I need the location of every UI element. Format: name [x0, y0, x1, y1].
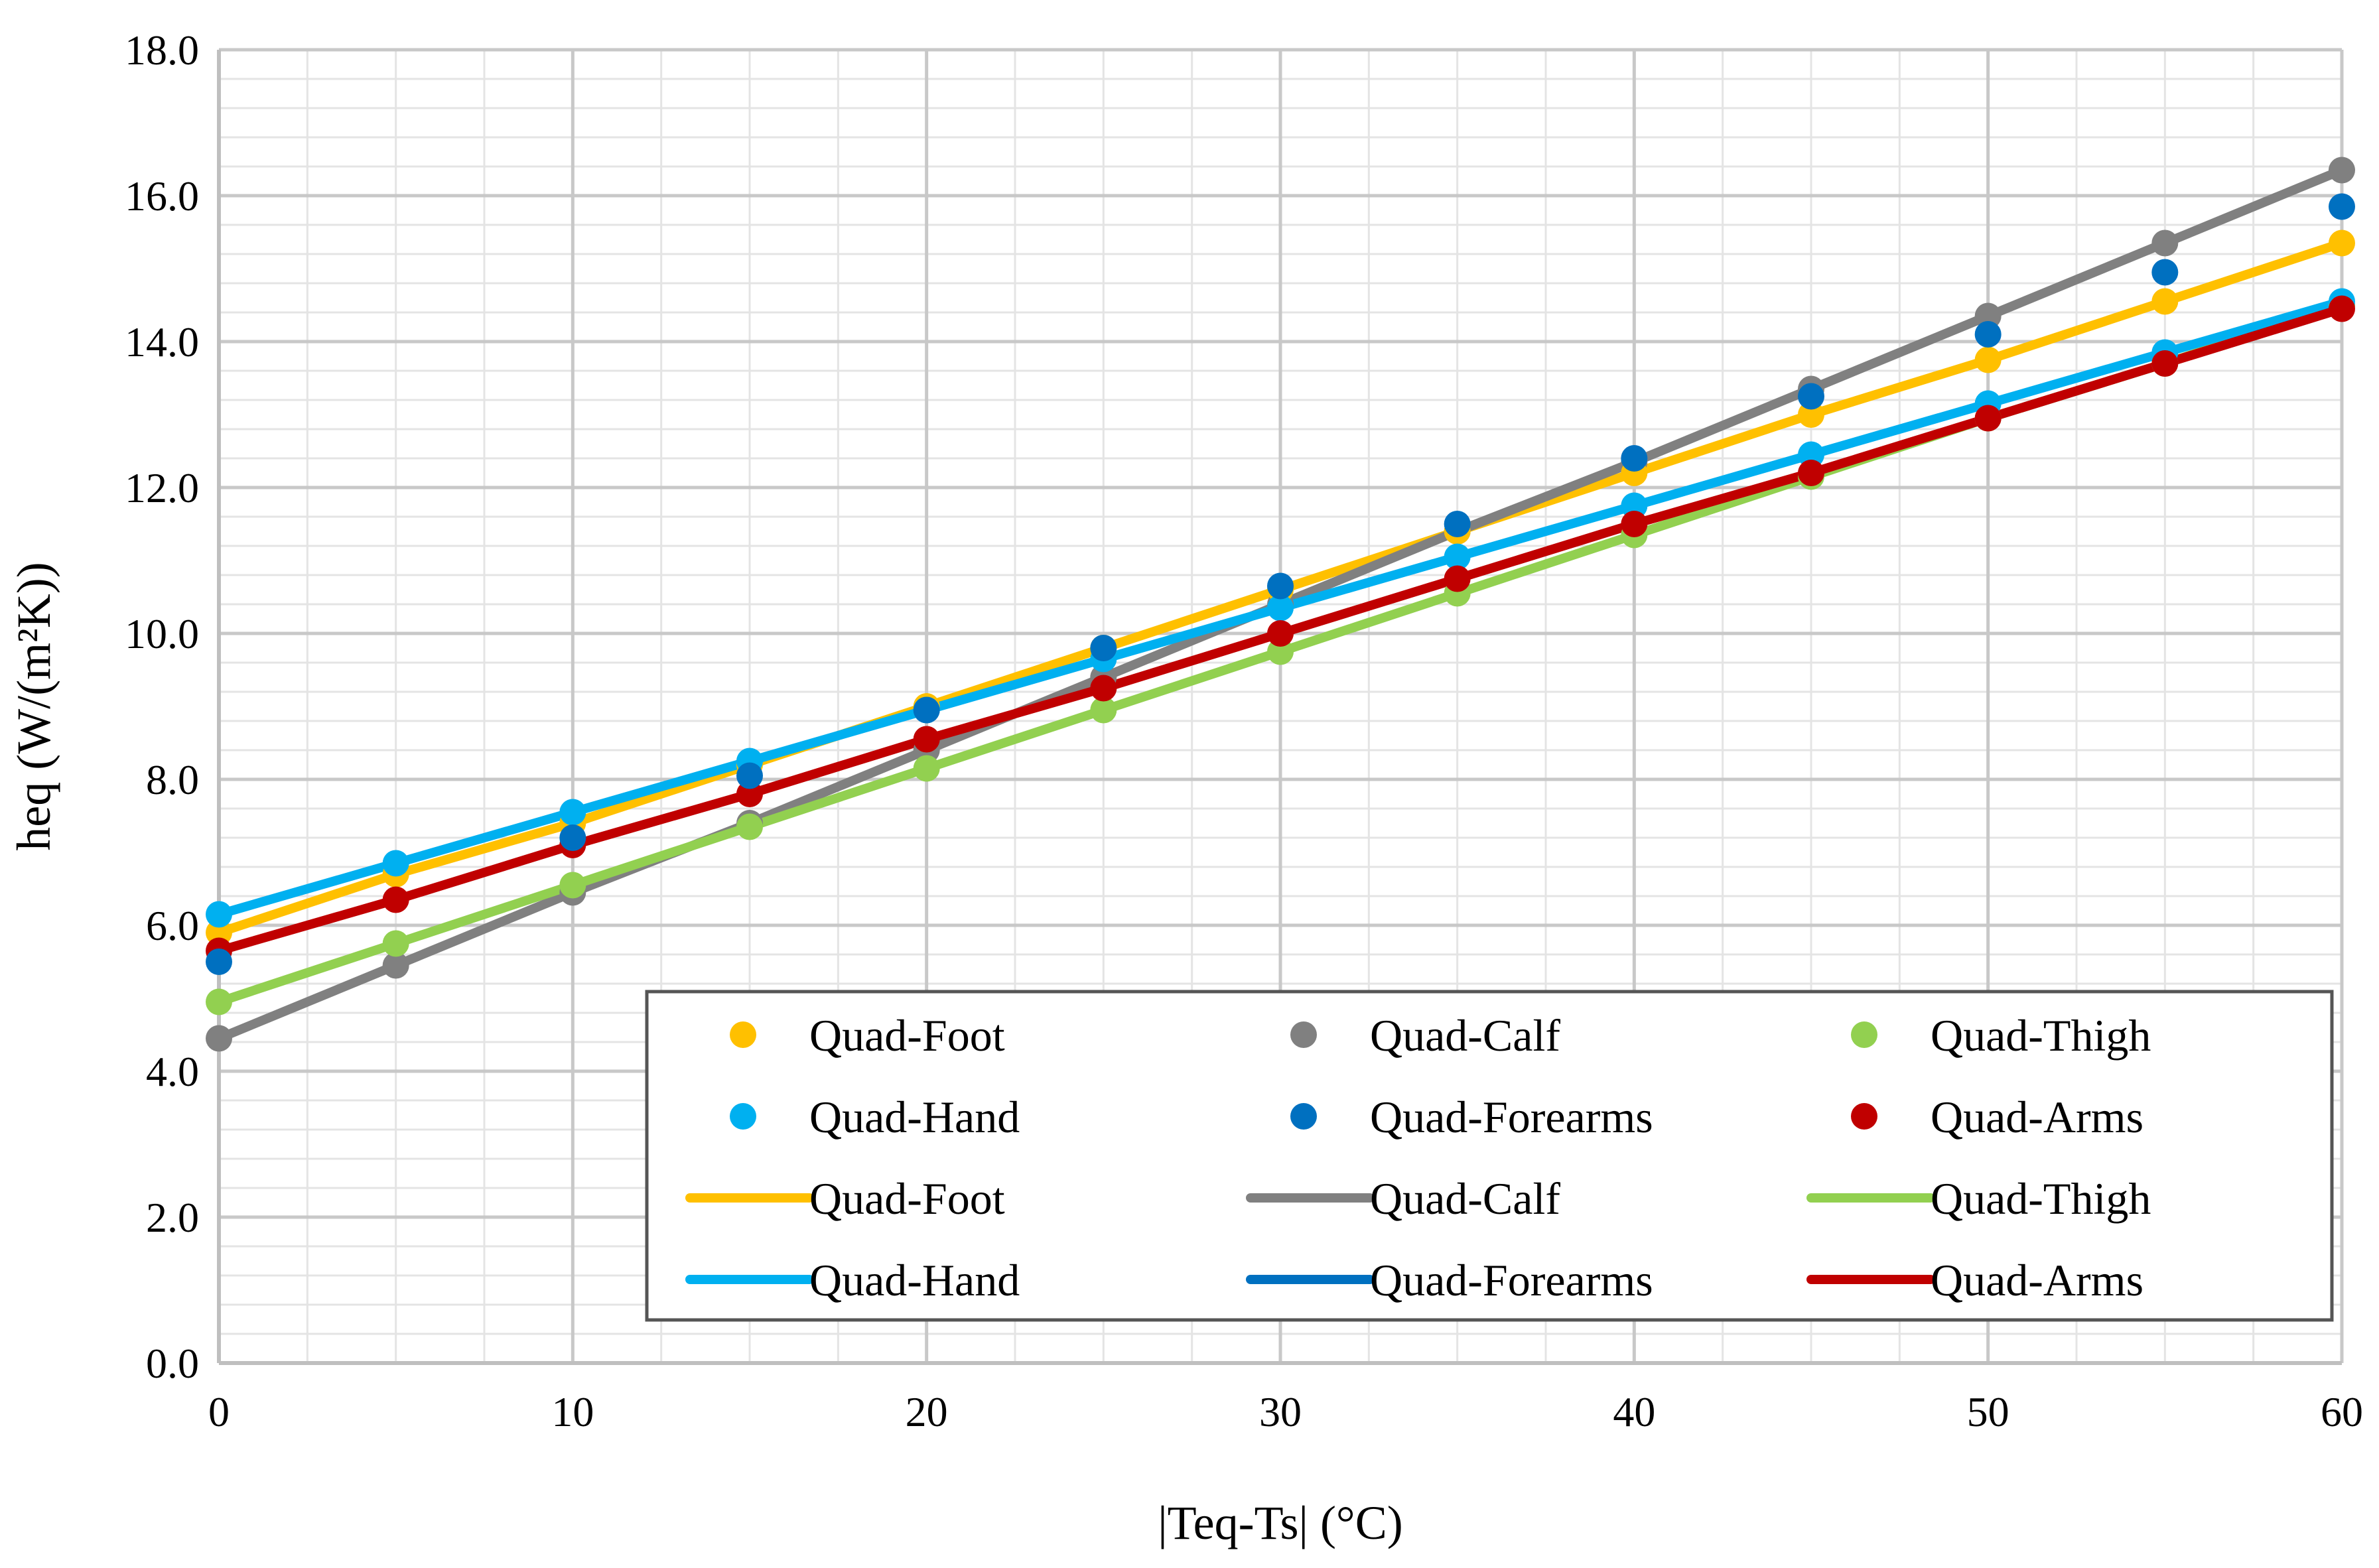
tick-labels: 0 10 20 30 40 50 60 0.0 2.0 4.0 6.0 8.0 10.0 12.0 14.0… [125, 27, 2363, 1435]
data-point-quad-thigh [736, 813, 763, 840]
data-point-quad-forearms [1090, 635, 1117, 661]
data-point-quad-hand [559, 799, 586, 826]
legend-marker-quad-thigh [1851, 1021, 1877, 1048]
data-point-quad-forearms [1267, 572, 1294, 600]
x-tick-label: 20 [906, 1388, 948, 1435]
data-point-quad-calf [1974, 302, 2002, 330]
legend-label: Quad-Thigh [1931, 1010, 2151, 1061]
data-point-quad-foot [1974, 346, 2002, 373]
data-point-quad-thigh [559, 872, 586, 899]
data-point-quad-calf [382, 952, 409, 979]
data-point-quad-forearms [2151, 259, 2179, 286]
y-tick-label: 14.0 [125, 318, 199, 365]
series-points [206, 157, 2355, 1052]
legend-marker-quad-calf [1290, 1021, 1317, 1048]
data-point-quad-forearms [736, 762, 763, 789]
legend-label: Quad-Forearms [1370, 1092, 1653, 1142]
data-point-quad-forearms [913, 696, 940, 724]
data-point-quad-calf [206, 1025, 232, 1052]
data-point-quad-arms [1444, 565, 1471, 592]
y-tick-label: 4.0 [146, 1048, 199, 1095]
legend-label: Quad-Calf [1370, 1173, 1560, 1224]
data-point-quad-hand [1798, 441, 1824, 468]
legend: Quad-Foot Quad-Calf Quad-Thigh Quad-Hand Qua… [645, 990, 2334, 1322]
data-point-quad-hand [206, 901, 232, 928]
data-point-quad-hand [1621, 492, 1648, 519]
data-point-quad-arms [2329, 295, 2355, 322]
legend-label: Quad-Arms [1931, 1255, 2143, 1305]
legend-marker-quad-arms [1851, 1103, 1877, 1130]
data-point-quad-thigh [382, 930, 409, 957]
data-point-quad-thigh [206, 988, 232, 1015]
data-point-quad-arms [1798, 460, 1824, 486]
x-tick-label: 30 [1259, 1388, 1302, 1435]
legend-label: Quad-Foot [809, 1173, 1005, 1224]
data-point-quad-arms [736, 781, 763, 807]
data-point-quad-thigh [913, 755, 940, 782]
data-point-quad-forearms [1621, 445, 1648, 472]
data-point-quad-hand [1444, 543, 1471, 570]
legend-label: Quad-Thigh [1931, 1173, 2151, 1224]
data-point-quad-forearms [2329, 193, 2355, 220]
y-tick-label: 10.0 [125, 610, 199, 657]
data-point-quad-thigh [1267, 638, 1294, 665]
data-point-quad-arms [2151, 350, 2179, 377]
legend-label: Quad-Calf [1370, 1010, 1560, 1061]
data-point-quad-arms [1974, 405, 2002, 432]
data-point-quad-foot [206, 919, 232, 946]
y-tick-label: 12.0 [125, 464, 199, 511]
data-point-quad-foot [2151, 288, 2179, 315]
data-point-quad-foot [1798, 401, 1824, 428]
y-tick-label: 18.0 [125, 27, 199, 74]
data-point-quad-arms [913, 726, 940, 753]
y-tick-label: 8.0 [146, 756, 199, 803]
x-tick-label: 50 [1967, 1388, 2009, 1435]
y-tick-label: 2.0 [146, 1194, 199, 1241]
legend-label: Quad-Hand [809, 1255, 1020, 1305]
data-point-quad-foot [2329, 229, 2355, 257]
x-tick-label: 0 [208, 1388, 230, 1435]
axes [217, 50, 2342, 1365]
data-point-quad-forearms [559, 824, 586, 851]
x-axis-title: |Teq-Ts| (°C) [1158, 1496, 1402, 1549]
data-point-quad-arms [1090, 675, 1117, 702]
y-tick-label: 0.0 [146, 1340, 199, 1387]
legend-label: Quad-Arms [1931, 1092, 2143, 1142]
data-point-quad-forearms [1444, 511, 1471, 537]
data-point-quad-arms [1267, 620, 1294, 647]
y-axis-title: heq (W/(m²K)) [7, 562, 60, 850]
y-tick-label: 6.0 [146, 902, 199, 949]
legend-label: Quad-Foot [809, 1010, 1005, 1061]
legend-marker-quad-foot [730, 1021, 756, 1048]
x-tick-label: 10 [551, 1388, 594, 1435]
data-point-quad-arms [1621, 511, 1648, 537]
legend-label: Quad-Hand [809, 1092, 1020, 1142]
legend-label: Quad-Forearms [1370, 1255, 1653, 1305]
legend-marker-quad-forearms [1290, 1103, 1317, 1130]
data-point-quad-calf [2151, 229, 2179, 257]
data-point-quad-calf [2329, 157, 2355, 184]
data-point-quad-forearms [1974, 321, 2002, 348]
data-point-quad-forearms [1798, 383, 1824, 410]
legend-marker-quad-hand [730, 1103, 756, 1130]
y-tick-label: 16.0 [125, 172, 199, 220]
data-point-quad-thigh [1090, 696, 1117, 724]
legend-box [645, 990, 2334, 1322]
data-point-quad-arms [382, 886, 409, 913]
data-point-quad-hand [1267, 594, 1294, 621]
data-point-quad-hand [382, 850, 409, 877]
x-tick-label: 60 [2321, 1388, 2363, 1435]
x-tick-label: 40 [1613, 1388, 1655, 1435]
data-point-quad-forearms [206, 948, 232, 975]
